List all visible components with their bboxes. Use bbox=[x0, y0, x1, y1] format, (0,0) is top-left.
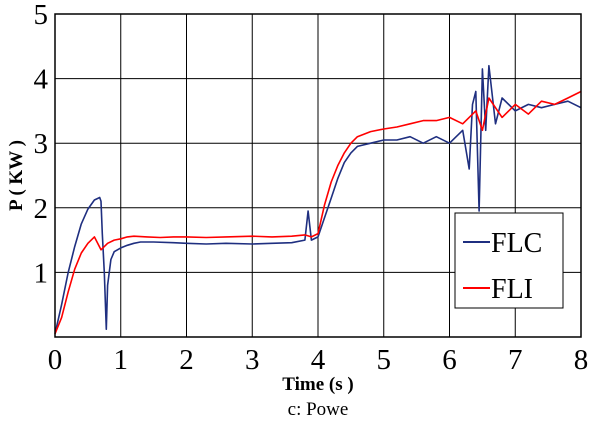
tick-labels: 0 1 2 3 4 5 6 7 8 1 2 3 4 5 bbox=[34, 0, 589, 376]
x-tick-label-6: 6 bbox=[442, 344, 457, 376]
series-line-fli bbox=[54, 90, 582, 335]
x-tick-label-4: 4 bbox=[311, 344, 326, 376]
y-tick-label-4: 5 bbox=[34, 0, 49, 31]
x-tick-label-3: 3 bbox=[245, 344, 260, 376]
plot-frame bbox=[54, 13, 582, 338]
x-axis-title: Time (s ) bbox=[282, 374, 353, 395]
x-tick-label-8: 8 bbox=[574, 344, 589, 376]
legend-label-flc: FLC bbox=[491, 228, 542, 259]
y-axis-title: P ( KW ) bbox=[6, 140, 27, 211]
legend: FLC FLI bbox=[454, 212, 564, 309]
series-lines bbox=[54, 64, 582, 335]
y-tick-label-1: 2 bbox=[34, 193, 49, 225]
x-tick-label-5: 5 bbox=[377, 344, 392, 376]
legend-label-fli: FLI bbox=[491, 274, 533, 305]
y-tick-label-2: 3 bbox=[34, 128, 49, 160]
figure-caption: c: Powe bbox=[288, 399, 349, 420]
series-line-flc bbox=[54, 64, 582, 334]
y-tick-label-3: 4 bbox=[34, 64, 49, 96]
y-tick-label-0: 1 bbox=[34, 257, 49, 289]
x-tick-label-2: 2 bbox=[179, 344, 194, 376]
legend-box bbox=[454, 212, 564, 309]
x-tick-label-1: 1 bbox=[114, 344, 129, 376]
x-tick-label-7: 7 bbox=[508, 344, 523, 376]
x-tick-label-0: 0 bbox=[48, 344, 63, 376]
